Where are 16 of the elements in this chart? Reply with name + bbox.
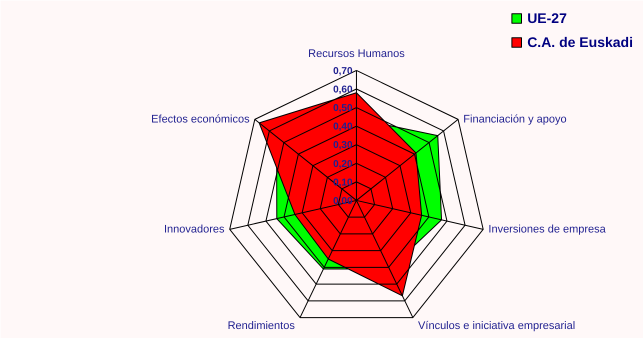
y-tick-label: 0,10: [333, 177, 353, 188]
spoke-label: Efectos económicos: [151, 113, 250, 126]
spoke-label: Inversiones de empresa: [488, 223, 607, 236]
spoke-label: Rendimientos: [228, 320, 296, 332]
y-tick-label: 0,60: [333, 84, 353, 96]
y-tick-label: 0,40: [333, 122, 353, 133]
spoke-label: Recursos Humanos: [308, 48, 406, 60]
spoke-label: Innovadores: [164, 223, 226, 236]
y-tick-label: 0,20: [333, 158, 353, 170]
y-tick-label: 0,50: [333, 103, 353, 114]
legend-label: C.A. de Euskadi: [527, 34, 633, 50]
legend-label: UE-27: [527, 10, 567, 26]
y-tick-label: 0,30: [333, 140, 353, 152]
spoke-label: Vínculos e iniciativa empresarial: [418, 320, 576, 332]
spoke-label: Financiación y apoyo: [463, 113, 567, 126]
y-tick-label: 0,70: [333, 66, 353, 77]
